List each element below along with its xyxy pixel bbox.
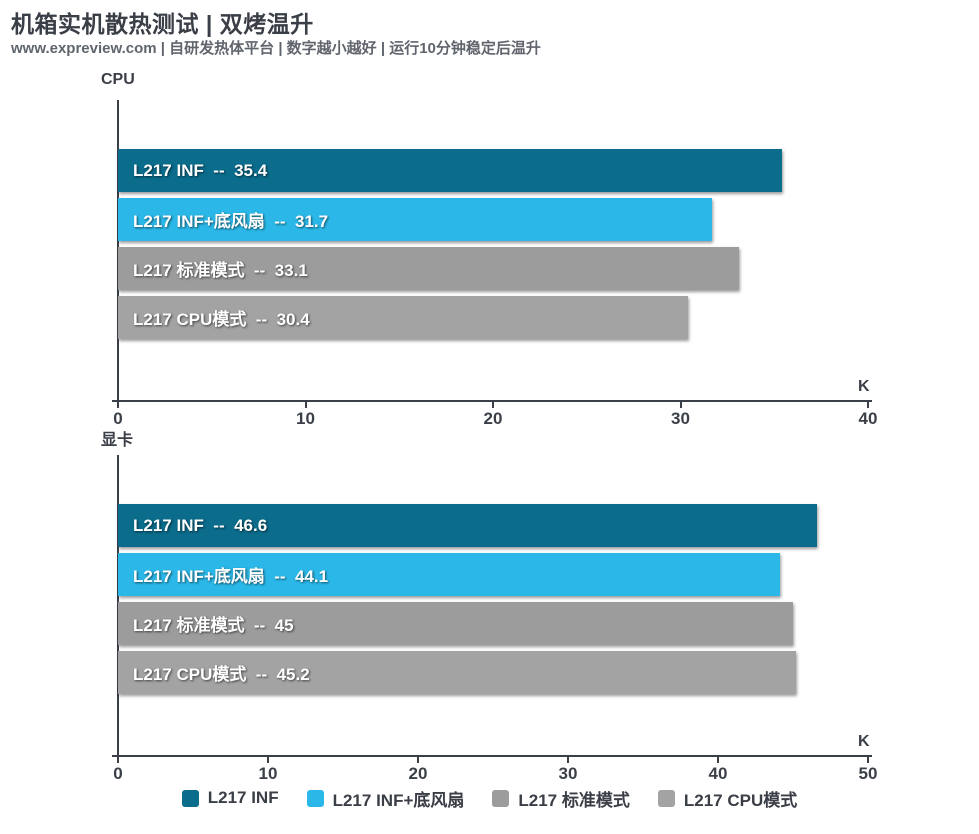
tick-mark	[117, 402, 119, 408]
plot-area: L217 INF -- 46.6 L217 INF+底风扇 -- 44.1 L217…	[118, 455, 868, 755]
bar: L217 CPU模式 -- 45.2	[118, 651, 796, 694]
bar-label: L217 CPU模式 -- 30.4	[133, 310, 310, 329]
bar: L217 INF -- 35.4	[118, 149, 782, 192]
tick-mark	[867, 402, 869, 408]
tick-mark	[117, 757, 119, 763]
tick-mark	[867, 757, 869, 763]
tick-label: 40	[858, 409, 878, 428]
tick-label: 10	[258, 764, 278, 783]
bar: L217 标准模式 -- 33.1	[118, 247, 739, 290]
tick-label: 30	[558, 764, 578, 783]
x-axis-line	[112, 400, 872, 402]
legend: L217 INF L217 INF+底风扇 L217 标准模式 L217 CPU模式	[0, 786, 979, 810]
axis-unit-label: K	[858, 378, 870, 395]
legend-item: L217 INF	[181, 788, 279, 808]
tick-label: 30	[671, 409, 690, 428]
tick-label: 0	[113, 764, 123, 783]
bar: L217 CPU模式 -- 30.4	[118, 296, 688, 339]
tick-mark	[717, 757, 719, 763]
tick-label: 40	[708, 764, 728, 783]
bar: L217 标准模式 -- 45	[118, 602, 793, 645]
legend-item: L217 INF+底风扇	[306, 786, 465, 811]
legend-swatch	[492, 789, 510, 807]
chart-gpu-temp-rise: 显卡 K L217 INF -- 46.6 L217 INF+底风扇 -- 44.…	[0, 423, 979, 788]
bar-label: L217 标准模式 -- 45	[133, 616, 294, 635]
tick-label: 50	[858, 764, 878, 783]
bar-label: L217 标准模式 -- 33.1	[133, 261, 308, 280]
tick-label: 0	[113, 409, 123, 428]
tick-label: 10	[296, 409, 315, 428]
tick-label: 20	[483, 409, 503, 428]
tick-label: 20	[408, 764, 428, 783]
bar-label: L217 INF -- 35.4	[133, 160, 268, 180]
bar-label: L217 CPU模式 -- 45.2	[133, 665, 310, 684]
legend-label: L217 CPU模式	[683, 790, 798, 810]
tick-mark	[267, 757, 269, 763]
chart-title: 显卡	[101, 432, 134, 449]
legend-swatch	[306, 789, 324, 807]
bar: L217 INF+底风扇 -- 44.1	[118, 553, 780, 596]
bar: L217 INF+底风扇 -- 31.7	[118, 198, 713, 241]
tick-mark	[679, 402, 682, 408]
tick-mark	[417, 757, 419, 763]
page-subtitle: www.expreview.com | 自研发热体平台 | 数字越小越好 | 运…	[11, 40, 541, 57]
legend-label: L217 INF+底风扇	[332, 790, 465, 810]
legend-item: L217 CPU模式	[657, 786, 798, 811]
bar-label: L217 INF+底风扇 -- 44.1	[133, 567, 329, 586]
chart-cpu-temp-rise: CPU K L217 INF -- 35.4 L217 INF+底风扇 -- 31…	[0, 68, 979, 433]
tick-mark	[567, 757, 569, 763]
legend-swatch	[181, 789, 199, 807]
axis-unit-label: K	[858, 733, 870, 750]
legend-label: L217 INF	[207, 788, 279, 807]
bar-label: L217 INF+底风扇 -- 31.7	[133, 212, 329, 231]
bar: L217 INF -- 46.6	[118, 504, 817, 547]
legend-label: L217 标准模式	[518, 790, 630, 810]
legend-item: L217 标准模式	[492, 786, 630, 811]
chart-title: CPU	[101, 71, 135, 88]
x-axis-line	[112, 755, 872, 757]
bar-label: L217 INF -- 46.6	[133, 515, 268, 535]
plot-area: L217 INF -- 35.4 L217 INF+底风扇 -- 31.7 L217…	[118, 100, 868, 400]
tick-mark	[492, 402, 494, 408]
tick-mark	[304, 402, 307, 408]
page-title: 机箱实机散热测试 | 双烤温升	[11, 11, 314, 37]
legend-swatch	[657, 789, 675, 807]
